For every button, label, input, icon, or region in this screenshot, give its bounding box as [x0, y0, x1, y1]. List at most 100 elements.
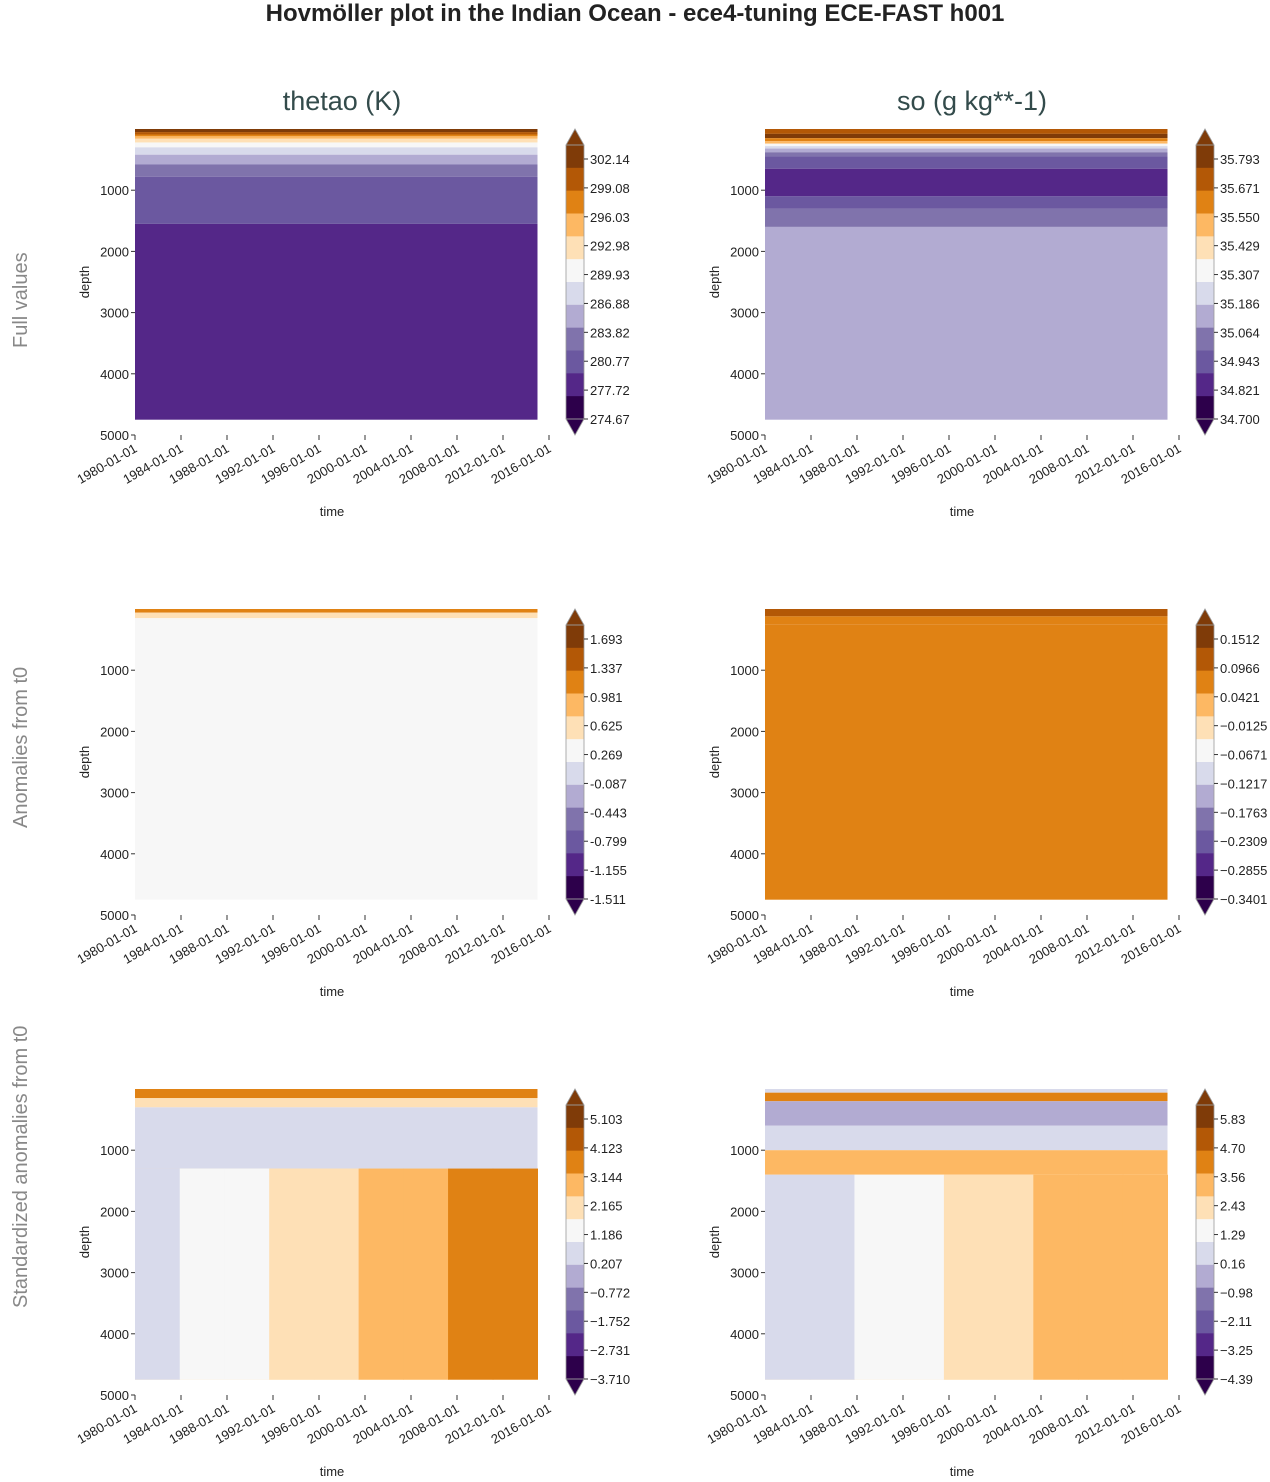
colorbar-seg-thetao-anom-11: [566, 876, 584, 900]
colorbar-seg-thetao-anom-8: [566, 807, 584, 831]
colorbar-tick-label-thetao-stdanom-2: 3.144: [590, 1170, 623, 1185]
colorbar-extend-max-thetao-stdanom: [565, 1088, 585, 1106]
colorbar-tick-label-so-full-0: 35.793: [1220, 152, 1260, 167]
trend-band-so-stdanom-4: [943, 1174, 990, 1380]
colorbar-seg-thetao-stdanom-5: [566, 1219, 584, 1243]
panel-thetao-stdanom: 1980-01-011984-01-011988-01-011992-01-01…: [74, 1088, 630, 1479]
colorbar-seg-thetao-full-10: [566, 373, 584, 397]
ytick-label-thetao-anom-4: 5000: [100, 908, 129, 923]
panel-thetao-full: 1980-01-011984-01-011988-01-011992-01-01…: [74, 128, 630, 519]
ytick-label-thetao-full-3: 4000: [100, 367, 129, 382]
trend-band-thetao-stdanom-8: [492, 1168, 538, 1380]
colorbar-tick-label-so-anom-6: −0.1763: [1220, 805, 1267, 820]
ytick-label-so-full-3: 4000: [730, 367, 759, 382]
colorbar-tick-label-thetao-stdanom-7: −1.752: [590, 1314, 630, 1329]
layer-so-full-1: [765, 133, 1168, 139]
layer-thetao-full-3: [135, 136, 538, 139]
layer-thetao-anom-0: [135, 609, 538, 613]
layer-so-stdanom-4: [765, 1150, 1168, 1175]
colorbar-tick-label-thetao-full-1: 299.08: [590, 181, 630, 196]
colorbar-seg-thetao-full-6: [566, 282, 584, 306]
ytick-label-thetao-stdanom-1: 2000: [100, 1204, 129, 1219]
layer-thetao-anom-2: [135, 618, 538, 900]
colorbar-seg-thetao-full-5: [566, 259, 584, 283]
colorbar-seg-so-stdanom-7: [1196, 1264, 1214, 1289]
colorbar-seg-so-stdanom-0: [1196, 1105, 1214, 1129]
trend-band-so-stdanom-1: [809, 1174, 855, 1380]
ytick-label-thetao-full-2: 3000: [100, 306, 129, 321]
colorbar-tick-label-thetao-stdanom-8: −2.731: [590, 1343, 630, 1358]
layer-so-anom-2: [765, 624, 1168, 900]
colorbar-seg-thetao-stdanom-8: [566, 1287, 584, 1311]
colorbar-tick-label-so-full-5: 35.186: [1220, 296, 1260, 311]
trend-band-so-stdanom-8: [1122, 1174, 1168, 1380]
colorbar-extend-max-thetao-anom: [565, 608, 585, 626]
layer-thetao-full-7: [135, 154, 538, 165]
colorbar-tick-label-thetao-full-9: 274.67: [590, 412, 630, 427]
trend-band-thetao-stdanom-5: [358, 1168, 404, 1380]
colorbar-seg-so-stdanom-10: [1196, 1333, 1214, 1357]
colorbar-frame-so-full: [1195, 144, 1215, 420]
layer-thetao-full-5: [135, 142, 538, 148]
layer-so-full-5: [765, 146, 1168, 149]
colorbar-tick-label-so-anom-0: 0.1512: [1220, 632, 1260, 647]
ytick-label-thetao-stdanom-0: 1000: [100, 1143, 129, 1158]
ytick-label-so-stdanom-0: 1000: [730, 1143, 759, 1158]
ylabel-so-anom: depth: [707, 746, 722, 779]
layer-so-stdanom-0: [765, 1089, 1168, 1093]
ylabel-thetao-anom: depth: [77, 746, 92, 779]
colorbar-seg-thetao-anom-6: [566, 762, 584, 786]
colorbar-seg-so-full-1: [1196, 167, 1214, 192]
ytick-label-thetao-anom-2: 3000: [100, 786, 129, 801]
colorbar-seg-so-stdanom-5: [1196, 1219, 1214, 1243]
layer-thetao-full-0: [135, 129, 538, 133]
trend-band-thetao-stdanom-3: [269, 1168, 315, 1380]
layer-so-full-9: [765, 168, 1168, 197]
colorbar-tick-label-thetao-anom-7: -0.799: [590, 834, 627, 849]
colorbar-seg-thetao-stdanom-0: [566, 1105, 584, 1129]
colorbar-tick-label-so-stdanom-0: 5.83: [1220, 1112, 1245, 1127]
colorbar-seg-thetao-anom-3: [566, 693, 584, 717]
ytick-label-so-full-0: 1000: [730, 183, 759, 198]
colorbar-tick-label-thetao-full-6: 283.82: [590, 325, 630, 340]
ytick-label-thetao-stdanom-2: 3000: [100, 1266, 129, 1281]
trend-band-so-stdanom-2: [854, 1174, 900, 1380]
colorbar-seg-so-anom-0: [1196, 625, 1214, 649]
colorbar-tick-label-so-anom-8: −0.2855: [1220, 863, 1267, 878]
ytick-label-thetao-anom-1: 2000: [100, 724, 129, 739]
layer-thetao-full-4: [135, 138, 538, 143]
colorbar-tick-label-thetao-stdanom-9: −3.710: [590, 1372, 630, 1387]
colorbar-tick-label-thetao-stdanom-0: 5.103: [590, 1112, 623, 1127]
layer-thetao-anom-1: [135, 612, 538, 619]
trend-band-thetao-stdanom-4: [313, 1168, 360, 1380]
colorbar-seg-so-anom-5: [1196, 739, 1214, 763]
colorbar-tick-label-so-anom-3: −0.0125: [1220, 719, 1267, 734]
colorbar-frame-so-anom: [1195, 624, 1215, 900]
colorbar-seg-so-anom-6: [1196, 762, 1214, 786]
colorbar-tick-label-so-full-7: 34.943: [1220, 354, 1260, 369]
colorbar-seg-thetao-anom-2: [566, 670, 584, 694]
ytick-label-so-full-1: 2000: [730, 244, 759, 259]
colorbar-seg-so-anom-1: [1196, 647, 1214, 672]
colorbar-seg-so-stdanom-3: [1196, 1173, 1214, 1197]
ylabel-so-full: depth: [707, 266, 722, 299]
colorbar-seg-so-anom-9: [1196, 830, 1214, 854]
colorbar-seg-thetao-full-3: [566, 213, 584, 237]
colorbar-extend-min-so-anom: [1195, 898, 1215, 916]
xlabel-so-full: time: [950, 504, 975, 519]
ytick-label-thetao-anom-0: 1000: [100, 663, 129, 678]
layer-so-full-7: [765, 152, 1168, 157]
colorbar-seg-thetao-anom-9: [566, 830, 584, 854]
layer-thetao-full-10: [135, 223, 538, 420]
colorbar-seg-so-stdanom-8: [1196, 1287, 1214, 1311]
colorbar-tick-label-thetao-stdanom-1: 4.123: [590, 1141, 623, 1156]
colorbar-tick-label-thetao-anom-4: 0.269: [590, 748, 623, 763]
ytick-label-thetao-anom-3: 4000: [100, 847, 129, 862]
colorbar-tick-label-so-stdanom-2: 3.56: [1220, 1170, 1245, 1185]
colorbar-seg-thetao-full-2: [566, 190, 584, 214]
colorbar-seg-thetao-full-9: [566, 350, 584, 374]
colorbar-tick-label-so-stdanom-5: 0.16: [1220, 1256, 1245, 1271]
colorbar-tick-label-thetao-full-4: 289.93: [590, 268, 630, 283]
colorbar-seg-so-full-10: [1196, 373, 1214, 397]
